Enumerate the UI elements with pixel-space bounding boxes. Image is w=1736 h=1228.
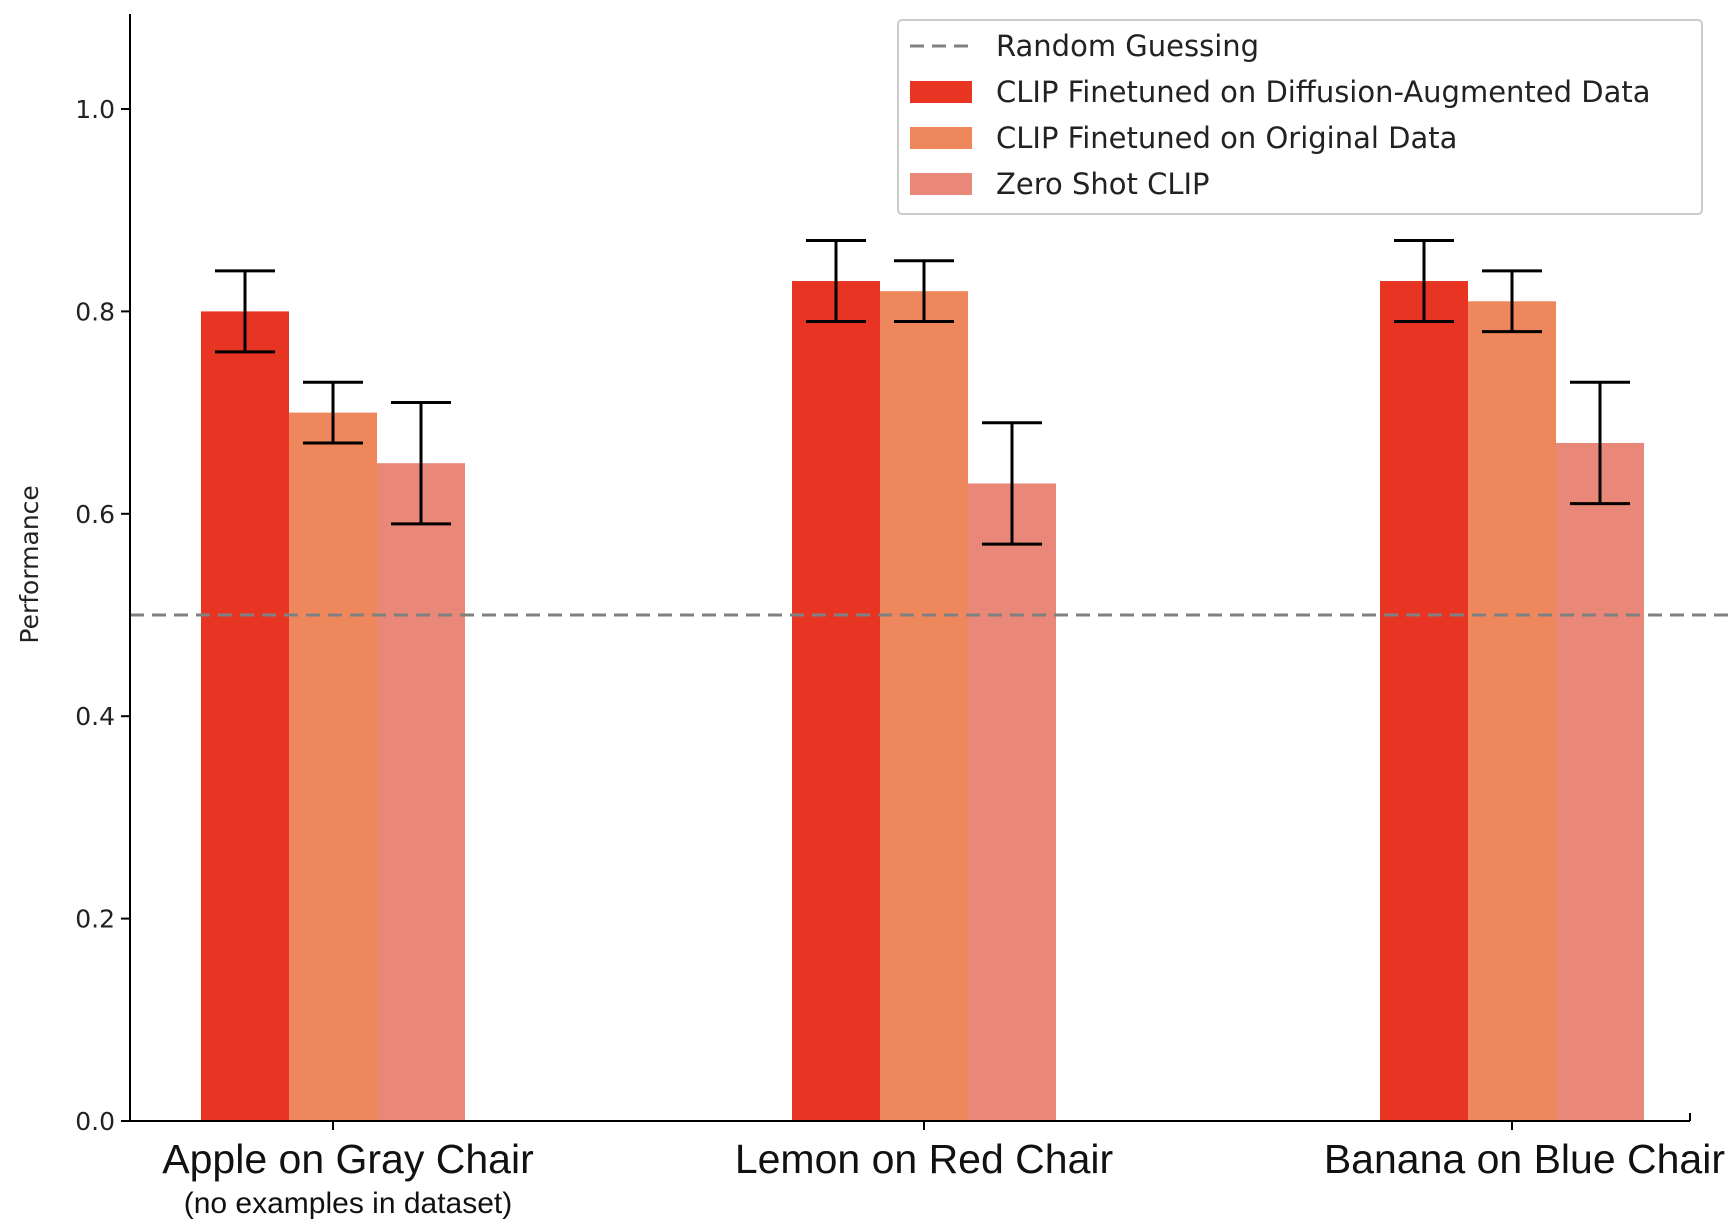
x-ticks: Apple on Gray Chair (no examples in datas… bbox=[162, 1121, 1725, 1220]
bar bbox=[1468, 301, 1556, 1121]
y-tick-label: 0.0 bbox=[75, 1107, 115, 1136]
y-axis-label: Performance bbox=[15, 485, 44, 643]
bar bbox=[792, 281, 880, 1121]
legend-color-swatch bbox=[910, 127, 972, 149]
bar bbox=[1556, 442, 1644, 1122]
error-bar bbox=[391, 400, 451, 526]
error-bar bbox=[303, 380, 363, 445]
legend-frame bbox=[897, 19, 1703, 215]
legend-label: CLIP Finetuned on Original Data bbox=[996, 121, 1457, 155]
x-category-label: Apple on Gray Chair bbox=[162, 1136, 533, 1182]
bar bbox=[289, 412, 377, 1122]
bar bbox=[1380, 281, 1468, 1121]
error-bar bbox=[1482, 269, 1542, 334]
legend-label: Zero Shot CLIP bbox=[996, 167, 1210, 201]
error-bar bbox=[806, 239, 866, 324]
bar bbox=[968, 483, 1056, 1121]
bar bbox=[377, 463, 465, 1121]
error-bar bbox=[215, 269, 275, 354]
legend-label: Random Guessing bbox=[996, 29, 1259, 63]
y-tick-label: 0.6 bbox=[75, 500, 115, 529]
legend-label: CLIP Finetuned on Diffusion-Augmented Da… bbox=[996, 75, 1651, 109]
error-bar bbox=[982, 421, 1042, 546]
bar bbox=[880, 291, 968, 1121]
axes-layer bbox=[129, 14, 1691, 1122]
bars-layer bbox=[201, 281, 1644, 1122]
y-tick-label: 1.0 bbox=[75, 95, 115, 124]
y-tick-label: 0.4 bbox=[75, 702, 115, 731]
x-category-sublabel: (no examples in dataset) bbox=[184, 1187, 513, 1220]
y-tick-label: 0.8 bbox=[75, 297, 115, 326]
y-ticks: 0.0 0.2 0.4 0.6 0.8 1.0 bbox=[75, 95, 130, 1136]
x-category-label: Lemon on Red Chair bbox=[735, 1136, 1113, 1182]
bar bbox=[201, 311, 289, 1121]
legend-color-swatch bbox=[910, 173, 972, 195]
x-category-label: Banana on Blue Chair bbox=[1324, 1136, 1725, 1182]
legend-color-swatch bbox=[910, 81, 972, 103]
error-bar bbox=[1570, 380, 1630, 506]
error-bar bbox=[1394, 239, 1454, 324]
error-bar bbox=[894, 259, 954, 324]
y-tick-label: 0.2 bbox=[75, 905, 115, 934]
error-bars-layer bbox=[215, 239, 1630, 546]
legend: Random Guessing CLIP Finetuned on Diffusi… bbox=[897, 19, 1703, 215]
